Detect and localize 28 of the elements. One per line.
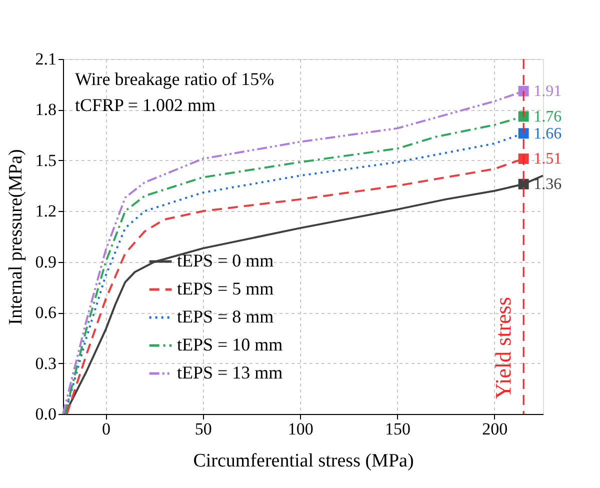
x-tick-label: 0	[102, 420, 111, 438]
legend-label: tEPS = 10 mm	[177, 334, 283, 354]
ref-line-label: Yield stress	[490, 296, 516, 399]
x-axis-title: Circumferential stress (MPa)	[193, 450, 414, 472]
data-label: 1.66	[534, 125, 562, 142]
data-label: 1.76	[534, 108, 562, 126]
data-label: 1.51	[534, 150, 562, 168]
y-tick-label: 0.9	[35, 252, 56, 272]
y-tick-label: 1.5	[35, 150, 56, 170]
legend-label: tEPS = 13 mm	[177, 362, 283, 382]
y-tick-label: 1.8	[35, 100, 56, 120]
x-tick-label: 100	[288, 420, 314, 438]
y-tick-label: 0.3	[35, 354, 56, 373]
y-tick-label: 2.1	[35, 50, 56, 68]
data-label: 1.91	[534, 83, 562, 100]
x-tick-label: 50	[194, 420, 212, 438]
x-tick-label: 200	[482, 420, 508, 438]
y-tick-label: 0.0	[35, 404, 56, 424]
annotation: Wire breakage ratio of 15%	[75, 69, 274, 89]
legend-label: tEPS = 8 mm	[177, 306, 274, 326]
x-tick-label: 150	[385, 420, 410, 438]
y-tick-label: 0.6	[35, 303, 56, 322]
legend-label: tEPS = 0 mm	[177, 250, 274, 270]
y-tick-label: 1.2	[35, 202, 56, 221]
y-axis-title: Internal pressure(MPa)	[5, 149, 26, 325]
legend-label: tEPS = 5 mm	[177, 278, 274, 298]
data-label: 1.36	[534, 176, 562, 194]
annotation: tCFRP = 1.002 mm	[75, 95, 216, 115]
